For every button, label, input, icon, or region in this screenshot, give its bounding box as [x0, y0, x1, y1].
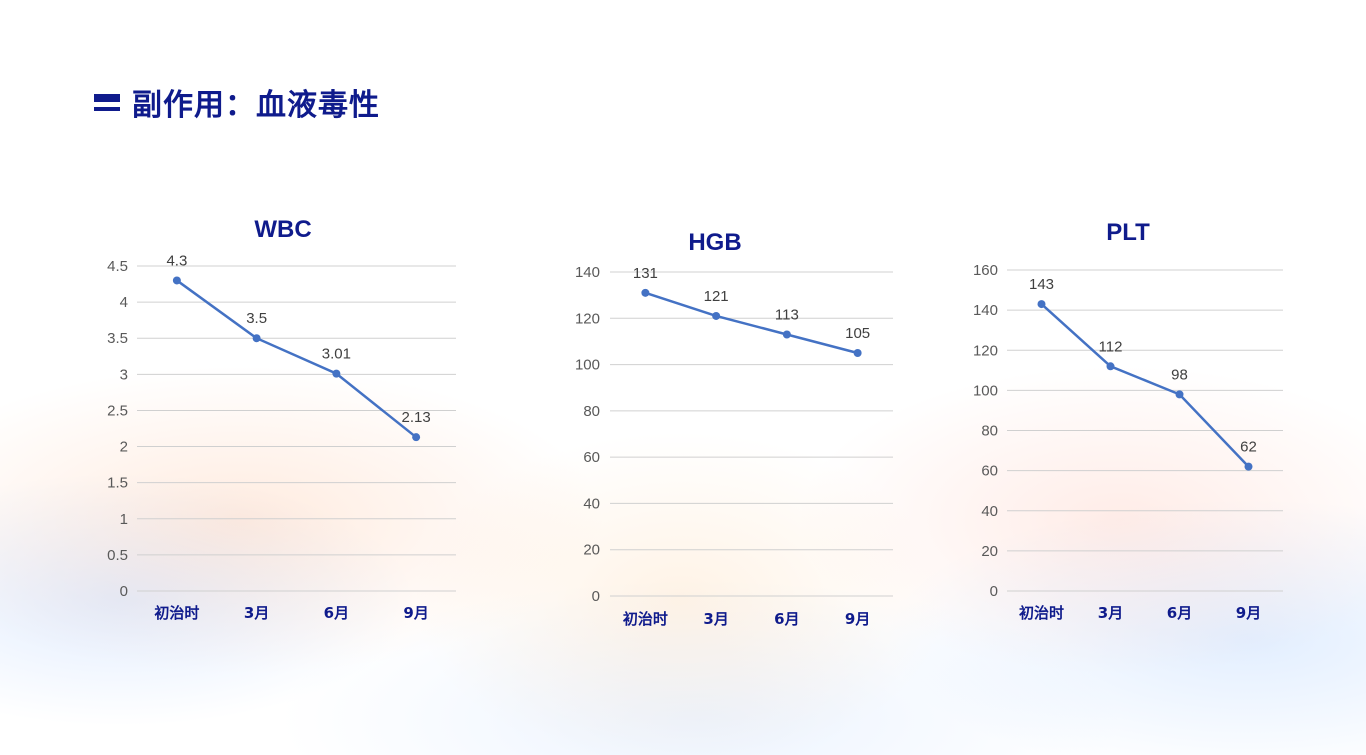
wbc-xtick-label: 初治时	[154, 604, 199, 622]
wbc-ytick-label: 3.5	[107, 330, 128, 347]
wbc-data-point	[332, 369, 341, 378]
plt-ytick-label: 100	[973, 382, 998, 399]
hgb-ytick-label: 80	[583, 403, 600, 420]
plt-data-point	[1244, 462, 1253, 471]
wbc-xtick-label: 9月	[403, 604, 428, 622]
plt-xtick-label: 初治时	[1019, 604, 1064, 622]
wbc-ytick-label: 4.5	[107, 258, 128, 275]
wbc-ytick-label: 2	[120, 439, 128, 456]
hgb-data-point	[782, 330, 791, 339]
plt-ytick-label: 140	[973, 302, 998, 319]
wbc-ytick-label: 3	[120, 366, 128, 383]
wbc-chart-title: WBC	[254, 216, 311, 243]
plt-data-label: 98	[1171, 366, 1188, 383]
wbc-data-label: 4.3	[166, 252, 187, 269]
hgb-data-point	[853, 349, 862, 357]
plt-ytick-label: 120	[973, 342, 998, 359]
plt-series-line	[1040, 303, 1250, 468]
hgb-ytick-label: 120	[575, 310, 600, 327]
wbc-data-point	[252, 334, 261, 343]
plt-data-point	[1175, 390, 1184, 399]
hgb-ytick-label: 40	[583, 495, 600, 512]
title-bar-icon	[94, 90, 120, 114]
hgb-ytick-label: 100	[575, 357, 600, 374]
hgb-ytick-label: 140	[575, 264, 600, 281]
wbc-ytick-label: 1.5	[107, 475, 128, 492]
wbc-data-label: 2.13	[402, 409, 431, 426]
plt-xtick-label: 9月	[1236, 604, 1261, 622]
hgb-data-point	[641, 288, 650, 297]
plt-ytick-label: 20	[981, 543, 998, 560]
hgb-chart-title: HGB	[688, 229, 741, 256]
page-header: 副作用：血液毒性	[94, 80, 380, 124]
plt-ytick-label: 80	[981, 423, 998, 440]
plt-ytick-label: 60	[981, 463, 998, 480]
hgb-xtick-label: 9月	[845, 610, 870, 628]
hgb-ytick-label: 0	[592, 588, 600, 605]
hgb-data-label: 121	[704, 288, 729, 305]
plt-data-label: 143	[1029, 276, 1054, 293]
page-title: 副作用：血液毒性	[132, 88, 380, 123]
wbc-data-point	[412, 433, 421, 442]
hgb-data-point	[712, 311, 721, 320]
plt-ytick-label: 0	[990, 583, 998, 600]
hgb-ytick-label: 60	[583, 449, 600, 466]
wbc-xtick-label: 6月	[324, 604, 349, 622]
wbc-ytick-label: 2.5	[107, 402, 128, 419]
plt-data-label: 62	[1240, 439, 1257, 456]
wbc-ytick-label: 4	[120, 294, 128, 311]
wbc-data-label: 3.5	[246, 310, 267, 327]
wbc-ytick-label: 0	[120, 583, 128, 600]
plt-data-label: 112	[1099, 338, 1123, 355]
hgb-data-label: 113	[775, 306, 799, 323]
wbc-ytick-label: 1	[120, 511, 128, 528]
plt-chart-title: PLT	[1106, 219, 1150, 246]
hgb-ytick-label: 20	[583, 542, 600, 559]
plt-ytick-label: 40	[981, 503, 998, 520]
wbc-series-line	[176, 279, 417, 439]
hgb-series-line	[644, 291, 858, 355]
plt-data-point	[1106, 362, 1115, 371]
hgb-data-label: 131	[633, 265, 658, 282]
hgb-xtick-label: 初治时	[623, 610, 668, 628]
wbc-data-point	[172, 276, 181, 285]
hgb-xtick-label: 3月	[703, 610, 728, 628]
plt-xtick-label: 6月	[1167, 604, 1192, 622]
hgb-xtick-label: 6月	[774, 610, 799, 628]
hgb-data-label: 105	[845, 325, 870, 342]
plt-ytick-label: 160	[973, 262, 998, 279]
wbc-data-label: 3.01	[322, 346, 351, 363]
plt-data-point	[1037, 300, 1046, 309]
wbc-xtick-label: 3月	[244, 604, 269, 622]
wbc-ytick-label: 0.5	[107, 547, 128, 564]
plt-xtick-label: 3月	[1098, 604, 1123, 622]
